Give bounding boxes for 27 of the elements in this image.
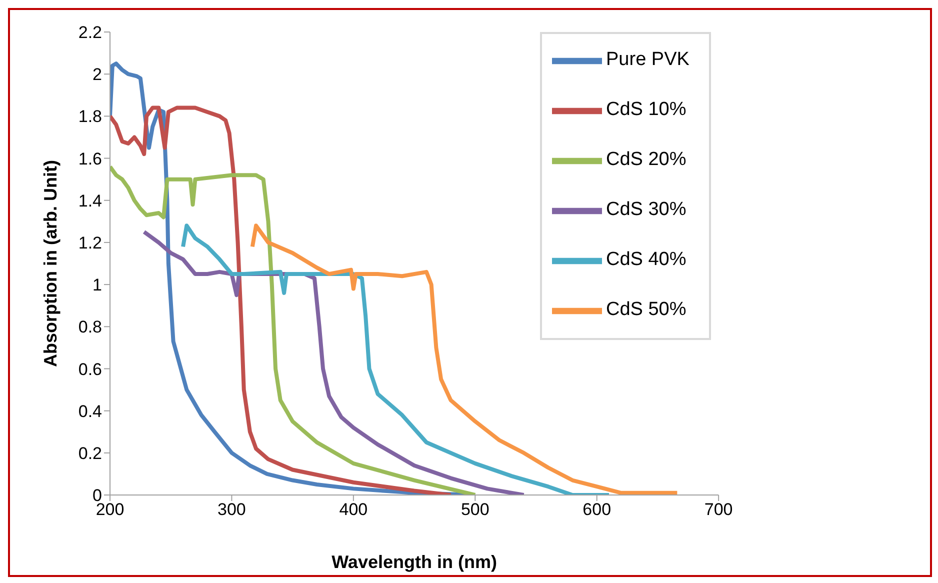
legend-label: CdS 20% xyxy=(606,149,686,170)
x-tick-label: 400 xyxy=(339,500,368,520)
legend-label: CdS 10% xyxy=(606,99,686,120)
y-tick-label: 0.6 xyxy=(78,360,102,379)
x-tick-label: 700 xyxy=(704,500,733,520)
legend-label: CdS 40% xyxy=(606,249,686,270)
line-series xyxy=(110,106,453,495)
y-tick-label: 2 xyxy=(92,65,102,84)
x-tick-label: 200 xyxy=(96,500,124,520)
x-tick-label: 500 xyxy=(460,500,490,520)
x-tick-label: 300 xyxy=(218,500,246,520)
y-tick-label: 1.6 xyxy=(78,149,102,168)
line-series xyxy=(110,164,478,495)
y-tick-label: 1 xyxy=(92,276,102,295)
x-axis-title: Wavelength in (nm) xyxy=(332,552,497,572)
y-axis-title: Absorption in (arb. Unit) xyxy=(40,160,60,367)
y-tick-label: 0.4 xyxy=(78,402,102,421)
y-tick-label: 0.2 xyxy=(78,444,102,463)
x-tick-label: 600 xyxy=(582,500,612,520)
y-tick-label: 0.8 xyxy=(78,318,102,337)
y-tick-label: 1.2 xyxy=(78,233,102,252)
y-tick-label: 2.2 xyxy=(78,23,102,42)
y-tick-label: 1.8 xyxy=(78,107,102,126)
y-tick-label: 1.4 xyxy=(78,191,102,210)
legend-label: CdS 50% xyxy=(606,299,686,320)
legend-label: Pure PVK xyxy=(606,49,690,70)
legend-label: CdS 30% xyxy=(606,199,686,220)
